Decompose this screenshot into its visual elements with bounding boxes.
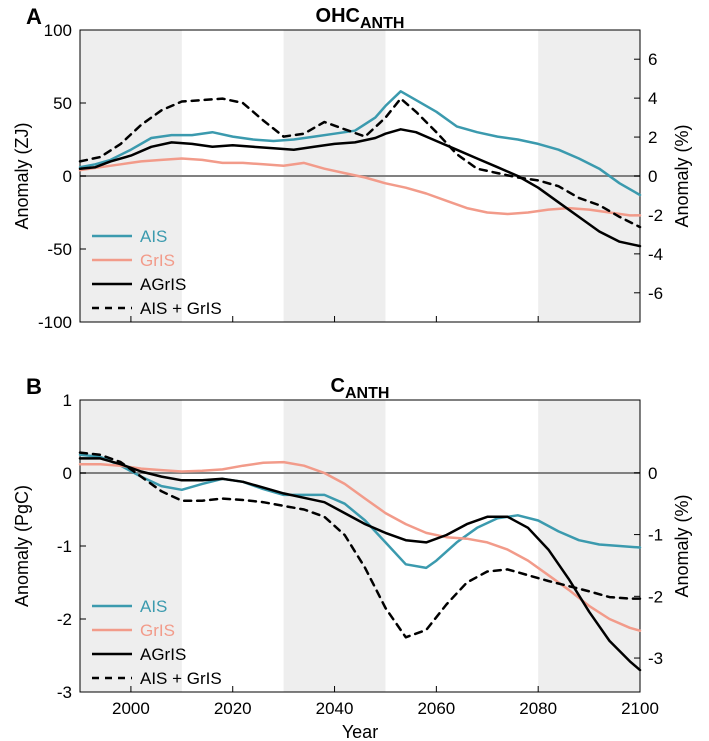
ytick-left-label: 0 (63, 464, 72, 483)
legend-label-agris: AGrIS (140, 645, 186, 664)
ytick-right-label: 0 (648, 167, 657, 186)
panel-letter: A (26, 4, 42, 29)
ytick-right-label: 2 (648, 128, 657, 147)
ytick-left-label: 50 (53, 94, 72, 113)
legend-label-ais: AIS (140, 597, 167, 616)
ytick-right-label: -2 (648, 587, 663, 606)
panel-letter: B (26, 374, 42, 399)
x-axis-label: Year (342, 722, 378, 741)
left-axis-label: Anomaly (ZJ) (12, 122, 32, 229)
legend-label-sum: AIS + GrIS (140, 669, 222, 688)
legend-label-agris: AGrIS (140, 275, 186, 294)
ytick-left-label: -2 (57, 610, 72, 629)
panel-title: CANTH (331, 375, 390, 402)
xtick-label: 2060 (417, 699, 455, 718)
left-axis-label: Anomaly (PgC) (12, 485, 32, 607)
ytick-right-label: 6 (648, 50, 657, 69)
ytick-right-label: -1 (648, 526, 663, 545)
panel-A: -100 -50 0 50 100 -6 -4 -2 0 2 4 6 Anomaly (ZJ) Anoma… (12, 4, 692, 332)
ytick-left-label: -100 (38, 313, 72, 332)
legend-label-ais: AIS (140, 227, 167, 246)
right-axis-label: Anomaly (%) (672, 124, 692, 227)
ytick-left-label: 100 (44, 21, 72, 40)
ytick-right-label: -6 (648, 284, 663, 303)
ytick-left-label: -50 (47, 240, 72, 259)
xtick-label: 2080 (519, 699, 557, 718)
legend-label-gris: GrIS (140, 621, 175, 640)
figure-svg: -100-50050100-6-4-20246Anomaly (ZJ)Anoma… (0, 0, 709, 741)
panel-B: -3 -2 -1 0 1 -3 -2 -1 0 2000 2020 2040 2060 2080 2100 A… (12, 374, 692, 741)
ytick-right-label: -3 (648, 649, 663, 668)
ytick-left-label: 0 (63, 167, 72, 186)
xtick-label: 2100 (621, 699, 659, 718)
legend-label-gris: GrIS (140, 251, 175, 270)
legend-label-sum: AIS + GrIS (140, 299, 222, 318)
shade-band (284, 400, 386, 692)
xtick-label: 2040 (316, 699, 354, 718)
figure-container: -100-50050100-6-4-20246Anomaly (ZJ)Anoma… (0, 0, 709, 741)
xtick-label: 2000 (112, 699, 150, 718)
ytick-right-label: 4 (648, 89, 657, 108)
ytick-left-label: 1 (63, 391, 72, 410)
ytick-right-label: -2 (648, 206, 663, 225)
right-axis-label: Anomaly (%) (672, 494, 692, 597)
ytick-right-label: 0 (648, 464, 657, 483)
ytick-right-label: -4 (648, 245, 663, 264)
ytick-left-label: -1 (57, 537, 72, 556)
xtick-label: 2020 (214, 699, 252, 718)
ytick-left-label: -3 (57, 683, 72, 702)
panel-title: OHCANTH (316, 5, 405, 32)
